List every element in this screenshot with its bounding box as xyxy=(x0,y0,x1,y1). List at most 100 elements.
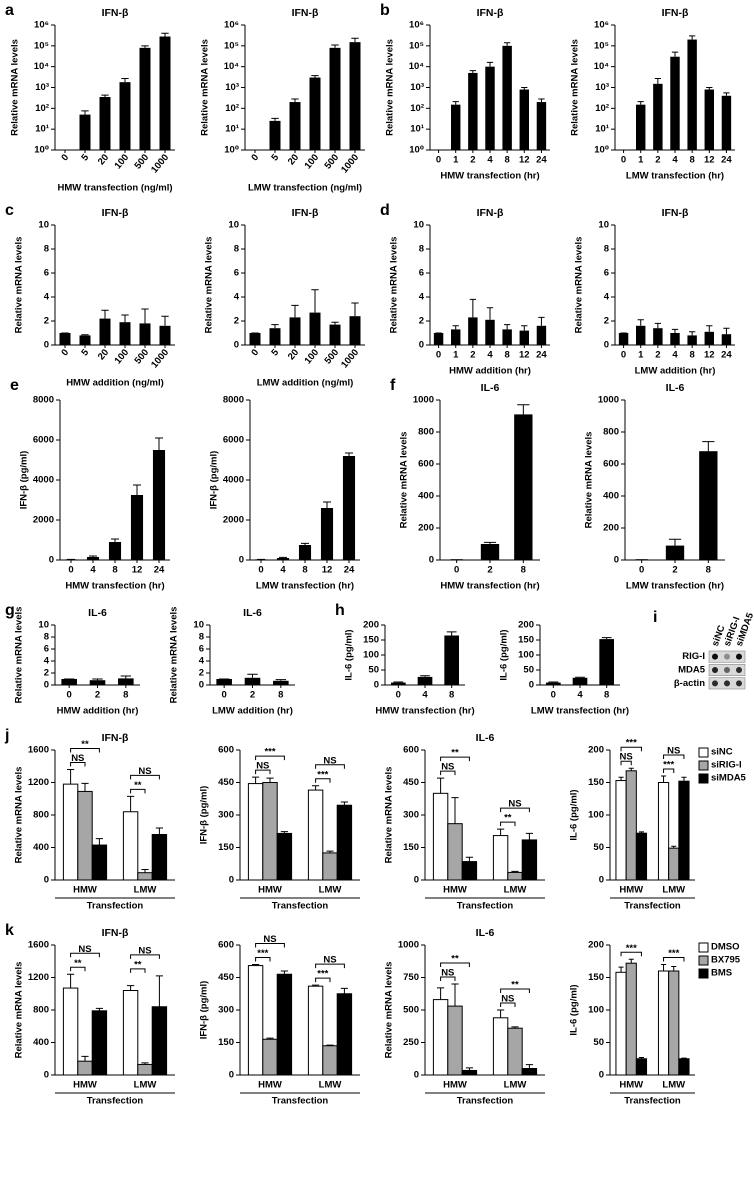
y-tick-label: 10⁵ xyxy=(224,40,239,51)
legend-label: DMSO xyxy=(711,942,740,953)
bar xyxy=(99,318,111,345)
y-tick-label: 0 xyxy=(44,1070,49,1081)
y-tick-label: 4 xyxy=(234,292,240,303)
significance-label: *** xyxy=(257,948,268,959)
error-bar xyxy=(538,98,545,103)
y-tick-label: 2 xyxy=(44,316,49,327)
error-bar xyxy=(247,673,258,678)
bar xyxy=(336,804,353,881)
error-bar xyxy=(340,801,348,806)
error-bar xyxy=(452,325,459,330)
error-bar xyxy=(671,965,677,971)
error-bar xyxy=(271,117,279,121)
error-bar xyxy=(110,538,120,542)
y-tick-label: 1600 xyxy=(28,745,49,756)
x-tick-label: 12 xyxy=(132,565,143,576)
error-bar xyxy=(486,307,494,320)
bar xyxy=(62,987,79,1076)
error-bar xyxy=(312,785,320,791)
y-axis-label: Relative mRNA levels xyxy=(570,39,581,136)
x-tick-label: LMW xyxy=(134,885,157,896)
x-tick-label: 2 xyxy=(250,690,255,701)
error-bar xyxy=(154,437,164,450)
chart-title: IFN-β xyxy=(662,7,689,19)
significance-label: NS xyxy=(441,968,454,979)
error-bar xyxy=(81,110,89,115)
error-bar xyxy=(601,637,612,640)
y-axis-label: Relative mRNA levels xyxy=(204,237,215,334)
row-label: RIG-I xyxy=(682,651,705,662)
bar xyxy=(572,677,588,685)
legend-label: siMDA5 xyxy=(711,773,747,784)
x-axis-label: Transfection xyxy=(457,901,514,912)
bar xyxy=(273,680,289,685)
bar xyxy=(704,89,714,150)
bar xyxy=(668,970,680,1076)
significance-bracket xyxy=(500,1002,516,1007)
significance-bracket xyxy=(500,821,516,827)
y-tick-label: 1200 xyxy=(28,972,49,983)
significance-bracket xyxy=(315,764,345,769)
chart-title: IL-6 xyxy=(481,382,500,394)
error-bar xyxy=(278,556,288,558)
y-tick-label: 8 xyxy=(44,632,49,643)
x-tick-label: 4 xyxy=(487,350,493,361)
y-tick-label: 50 xyxy=(593,1037,604,1048)
bar xyxy=(322,852,338,881)
bar xyxy=(636,104,646,150)
y-tick-label: 10³ xyxy=(225,82,239,93)
bar xyxy=(59,333,71,345)
bar xyxy=(61,679,77,685)
bar xyxy=(329,324,341,345)
error-bar xyxy=(706,325,713,332)
y-tick-label: 1000 xyxy=(598,395,619,406)
bar xyxy=(122,990,139,1076)
y-tick-label: 1000 xyxy=(413,395,434,406)
x-tick-label: 1000 xyxy=(149,152,171,175)
x-tick-label: 8 xyxy=(689,155,694,166)
bar xyxy=(91,1010,108,1076)
y-tick-label: 10¹ xyxy=(595,124,609,135)
x-tick-label: 0 xyxy=(67,690,72,701)
chart-title: IL-6 xyxy=(476,732,495,744)
error-bar xyxy=(155,827,163,835)
y-axis-label: Relative mRNA levels xyxy=(169,607,180,704)
x-tick-label: 100 xyxy=(113,347,132,366)
error-bar xyxy=(661,775,667,783)
bar xyxy=(79,114,91,150)
error-bar xyxy=(300,542,310,545)
error-bar xyxy=(120,675,132,679)
significance-label: ** xyxy=(451,954,459,965)
x-tick-label: 0 xyxy=(436,350,441,361)
significance-label: *** xyxy=(668,948,679,959)
y-tick-label: 0 xyxy=(614,555,619,566)
y-tick-label: 450 xyxy=(218,777,234,788)
y-tick-label: 200 xyxy=(588,940,604,951)
significance-label: NS xyxy=(323,955,336,966)
x-axis-label: LMW transfection (hr) xyxy=(531,706,629,717)
x-tick-label: LMW xyxy=(662,885,685,896)
bar xyxy=(653,328,663,345)
significance-bracket xyxy=(315,778,331,783)
x-tick-label: HMW xyxy=(258,1080,282,1091)
bar xyxy=(320,508,334,560)
error-bar xyxy=(723,92,730,96)
y-tick-label: 50 xyxy=(593,842,604,853)
bar xyxy=(492,835,509,881)
significance-bracket xyxy=(130,774,160,780)
x-tick-label: 2 xyxy=(95,690,100,701)
blot-band xyxy=(712,680,718,687)
x-tick-label: 100 xyxy=(113,152,132,171)
y-tick-label: 400 xyxy=(603,491,619,502)
bar xyxy=(502,45,512,151)
bar xyxy=(687,335,697,345)
significance-bracket xyxy=(70,748,100,753)
y-tick-label: 8 xyxy=(199,632,204,643)
y-tick-label: 0 xyxy=(234,340,239,351)
y-tick-label: 6000 xyxy=(223,435,244,446)
chart-title: IFN-β xyxy=(102,732,129,744)
x-axis-label: HMW transfection (hr) xyxy=(65,581,164,592)
y-tick-label: 750 xyxy=(403,972,419,983)
chart-title: IFN-β xyxy=(292,207,319,219)
error-bar xyxy=(121,78,129,83)
